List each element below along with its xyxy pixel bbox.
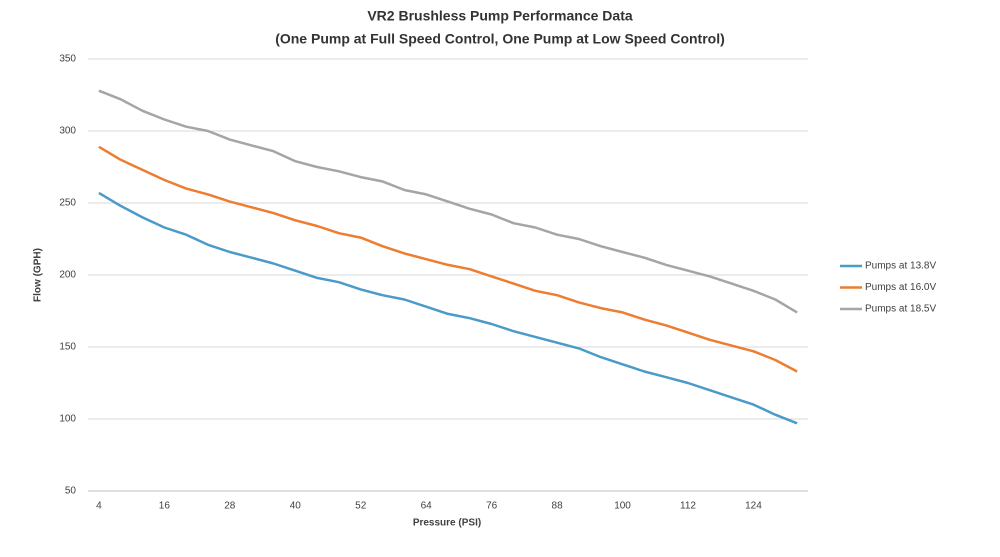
y-tick-label: 300 (59, 126, 76, 137)
legend-label: Pumps at 18.5V (865, 304, 936, 315)
line-series (98, 145, 798, 373)
y-tick-label: 250 (59, 198, 76, 209)
x-tick-label: 88 (552, 501, 564, 512)
line-series (98, 191, 798, 425)
x-tick-label: 76 (486, 501, 498, 512)
legend-label: Pumps at 16.0V (865, 282, 936, 293)
y-tick-label: 350 (59, 54, 76, 65)
legend-label: Pumps at 13.8V (865, 261, 936, 272)
y-tick-label: 100 (59, 414, 76, 425)
y-axis-title: Flow (GPH) (33, 248, 44, 302)
chart-title: VR2 Brushless Pump Performance Data (367, 8, 633, 24)
y-tick-label: 50 (65, 486, 77, 497)
y-tick-label: 150 (59, 342, 76, 353)
x-tick-label: 40 (290, 501, 302, 512)
x-tick-label: 16 (159, 501, 171, 512)
x-tick-label: 112 (680, 501, 696, 512)
line-series (98, 89, 798, 314)
y-tick-label: 200 (59, 270, 76, 281)
chart-subtitle: (One Pump at Full Speed Control, One Pum… (275, 31, 725, 47)
x-tick-label: 64 (421, 501, 433, 512)
x-axis-title: Pressure (PSI) (413, 518, 481, 529)
x-tick-label: 28 (224, 501, 236, 512)
x-tick-label: 124 (745, 501, 762, 512)
x-tick-label: 52 (355, 501, 367, 512)
x-tick-label: 100 (614, 501, 631, 512)
x-tick-label: 4 (96, 501, 102, 512)
